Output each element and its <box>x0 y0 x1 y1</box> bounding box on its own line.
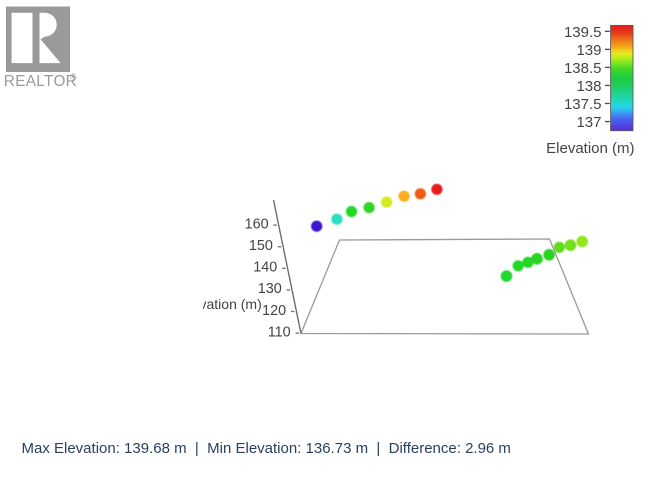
svg-text:137: 137 <box>576 114 601 131</box>
svg-text:150: 150 <box>249 238 273 254</box>
svg-text:120: 120 <box>262 303 286 319</box>
svg-text:130: 130 <box>258 281 282 297</box>
svg-text:110: 110 <box>268 324 291 340</box>
svg-text:Elevation (m): Elevation (m) <box>546 140 634 157</box>
svg-text:Max Elevation: 139.68 m | Mi: Max Elevation: 139.68 m | Min Elevation:… <box>22 440 511 457</box>
svg-text:138.5: 138.5 <box>564 60 602 77</box>
svg-text:139: 139 <box>576 42 601 59</box>
svg-text:140: 140 <box>253 260 277 276</box>
svg-text:vation (m): vation (m) <box>200 296 262 312</box>
svg-text:138: 138 <box>576 78 601 95</box>
svg-text:®: ® <box>70 71 77 81</box>
svg-text:REALTOR: REALTOR <box>4 73 77 90</box>
svg-text:139.5: 139.5 <box>564 24 602 41</box>
svg-text:137.5: 137.5 <box>564 96 602 113</box>
svg-text:160: 160 <box>245 216 269 232</box>
